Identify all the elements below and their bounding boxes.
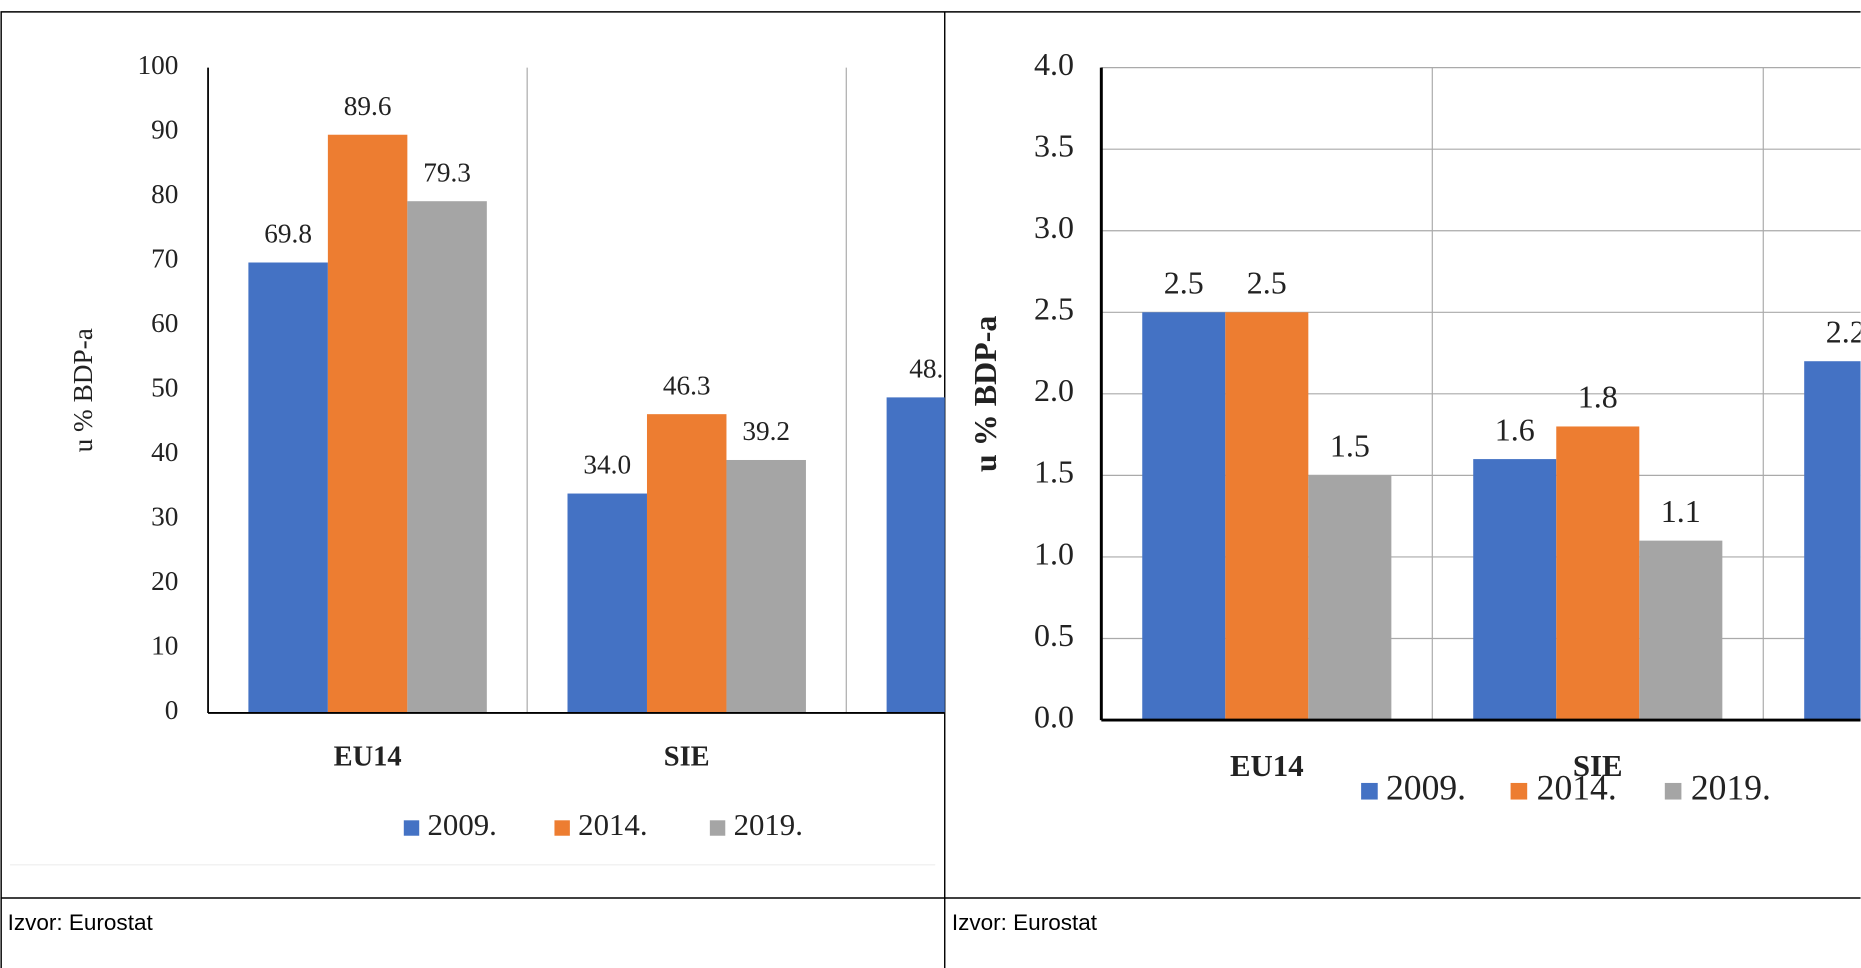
data-label: 69.8	[264, 219, 312, 249]
y-axis-label: u % BDP-a	[967, 316, 1003, 473]
data-label: 1.6	[1495, 411, 1535, 447]
y-tick-label: 100	[137, 50, 178, 80]
legend-swatch	[1664, 782, 1682, 800]
y-tick-label: 30	[151, 502, 178, 532]
legend-label: 2019.	[1691, 767, 1771, 807]
y-tick-label: 0	[165, 695, 179, 725]
y-tick-label: 0.5	[1034, 617, 1074, 653]
bar	[327, 134, 408, 713]
bar	[407, 201, 487, 713]
legend-swatch	[1510, 782, 1528, 800]
bar	[567, 493, 647, 713]
bar	[248, 262, 328, 713]
y-axis-label: u % BDP-a	[68, 328, 98, 452]
bar	[1142, 312, 1226, 721]
legend-label: 2019.	[734, 808, 803, 842]
y-tick-label: 90	[151, 114, 178, 144]
legend-label: 2014.	[578, 808, 647, 842]
data-label: 39.2	[742, 416, 790, 446]
bar	[1556, 426, 1640, 721]
x-tick-label: SIE	[664, 742, 710, 773]
bar	[1225, 312, 1309, 721]
y-tick-label: 60	[151, 308, 178, 338]
legend-label: 2009.	[1386, 767, 1466, 807]
bar	[726, 459, 806, 713]
bar	[1308, 475, 1392, 721]
data-label: 34.0	[583, 450, 631, 480]
y-tick-label: 4.0	[1034, 46, 1074, 82]
chart-right: 0.0 0.5 1.0 1.5 2.0 2.5 3.0 3.5 4.0 EU14 2.5 2.5 1.5…	[967, 46, 1861, 807]
source-note: Izvor: Eurostat	[8, 910, 154, 935]
y-tick-label: 40	[151, 437, 178, 467]
legend-swatch	[554, 820, 570, 836]
x-tick-label: EU14	[1230, 749, 1304, 783]
chart-left: 0 10 20 30 40 50 60 70 80 90 100 EU14 69.8 89.6 79.3 SI…	[68, 50, 945, 842]
legend-swatch	[403, 820, 420, 836]
data-label: 2.2	[1826, 313, 1861, 349]
y-tick-label: 20	[151, 566, 178, 596]
data-label: 48.	[909, 354, 943, 384]
x-tick-label: EU14	[334, 742, 402, 773]
legend-swatch	[1361, 782, 1378, 800]
bar	[886, 397, 945, 713]
y-tick-label: 2.5	[1034, 291, 1074, 327]
y-tick-label: 80	[151, 179, 178, 209]
bar	[1804, 361, 1861, 721]
y-tick-label: 10	[151, 631, 178, 661]
bar	[646, 414, 727, 713]
data-label: 2.5	[1164, 265, 1204, 301]
legend-label: 2014.	[1537, 767, 1617, 807]
y-tick-label: 3.5	[1034, 128, 1074, 164]
source-note: Izvor: Eurostat	[952, 910, 1098, 935]
y-tick-label: 50	[151, 373, 178, 403]
data-label: 89.6	[344, 91, 392, 121]
data-label: 1.8	[1578, 379, 1618, 415]
y-tick-label: 1.0	[1034, 535, 1074, 571]
y-tick-label: 70	[151, 243, 178, 273]
y-tick-label: 3.0	[1034, 209, 1074, 245]
bar	[1639, 540, 1723, 721]
legend-label: 2009.	[428, 808, 497, 842]
data-label: 79.3	[423, 157, 471, 187]
y-tick-label: 0.0	[1034, 698, 1074, 734]
data-label: 2.5	[1247, 265, 1287, 301]
legend-swatch	[709, 820, 726, 836]
data-label: 46.3	[663, 370, 711, 400]
data-label: 1.1	[1661, 493, 1701, 529]
bar	[1473, 459, 1557, 721]
x-tick-label: SIE	[1573, 749, 1623, 783]
y-tick-label: 1.5	[1034, 454, 1074, 490]
y-tick-label: 2.0	[1034, 372, 1074, 408]
data-label: 1.5	[1330, 428, 1370, 464]
